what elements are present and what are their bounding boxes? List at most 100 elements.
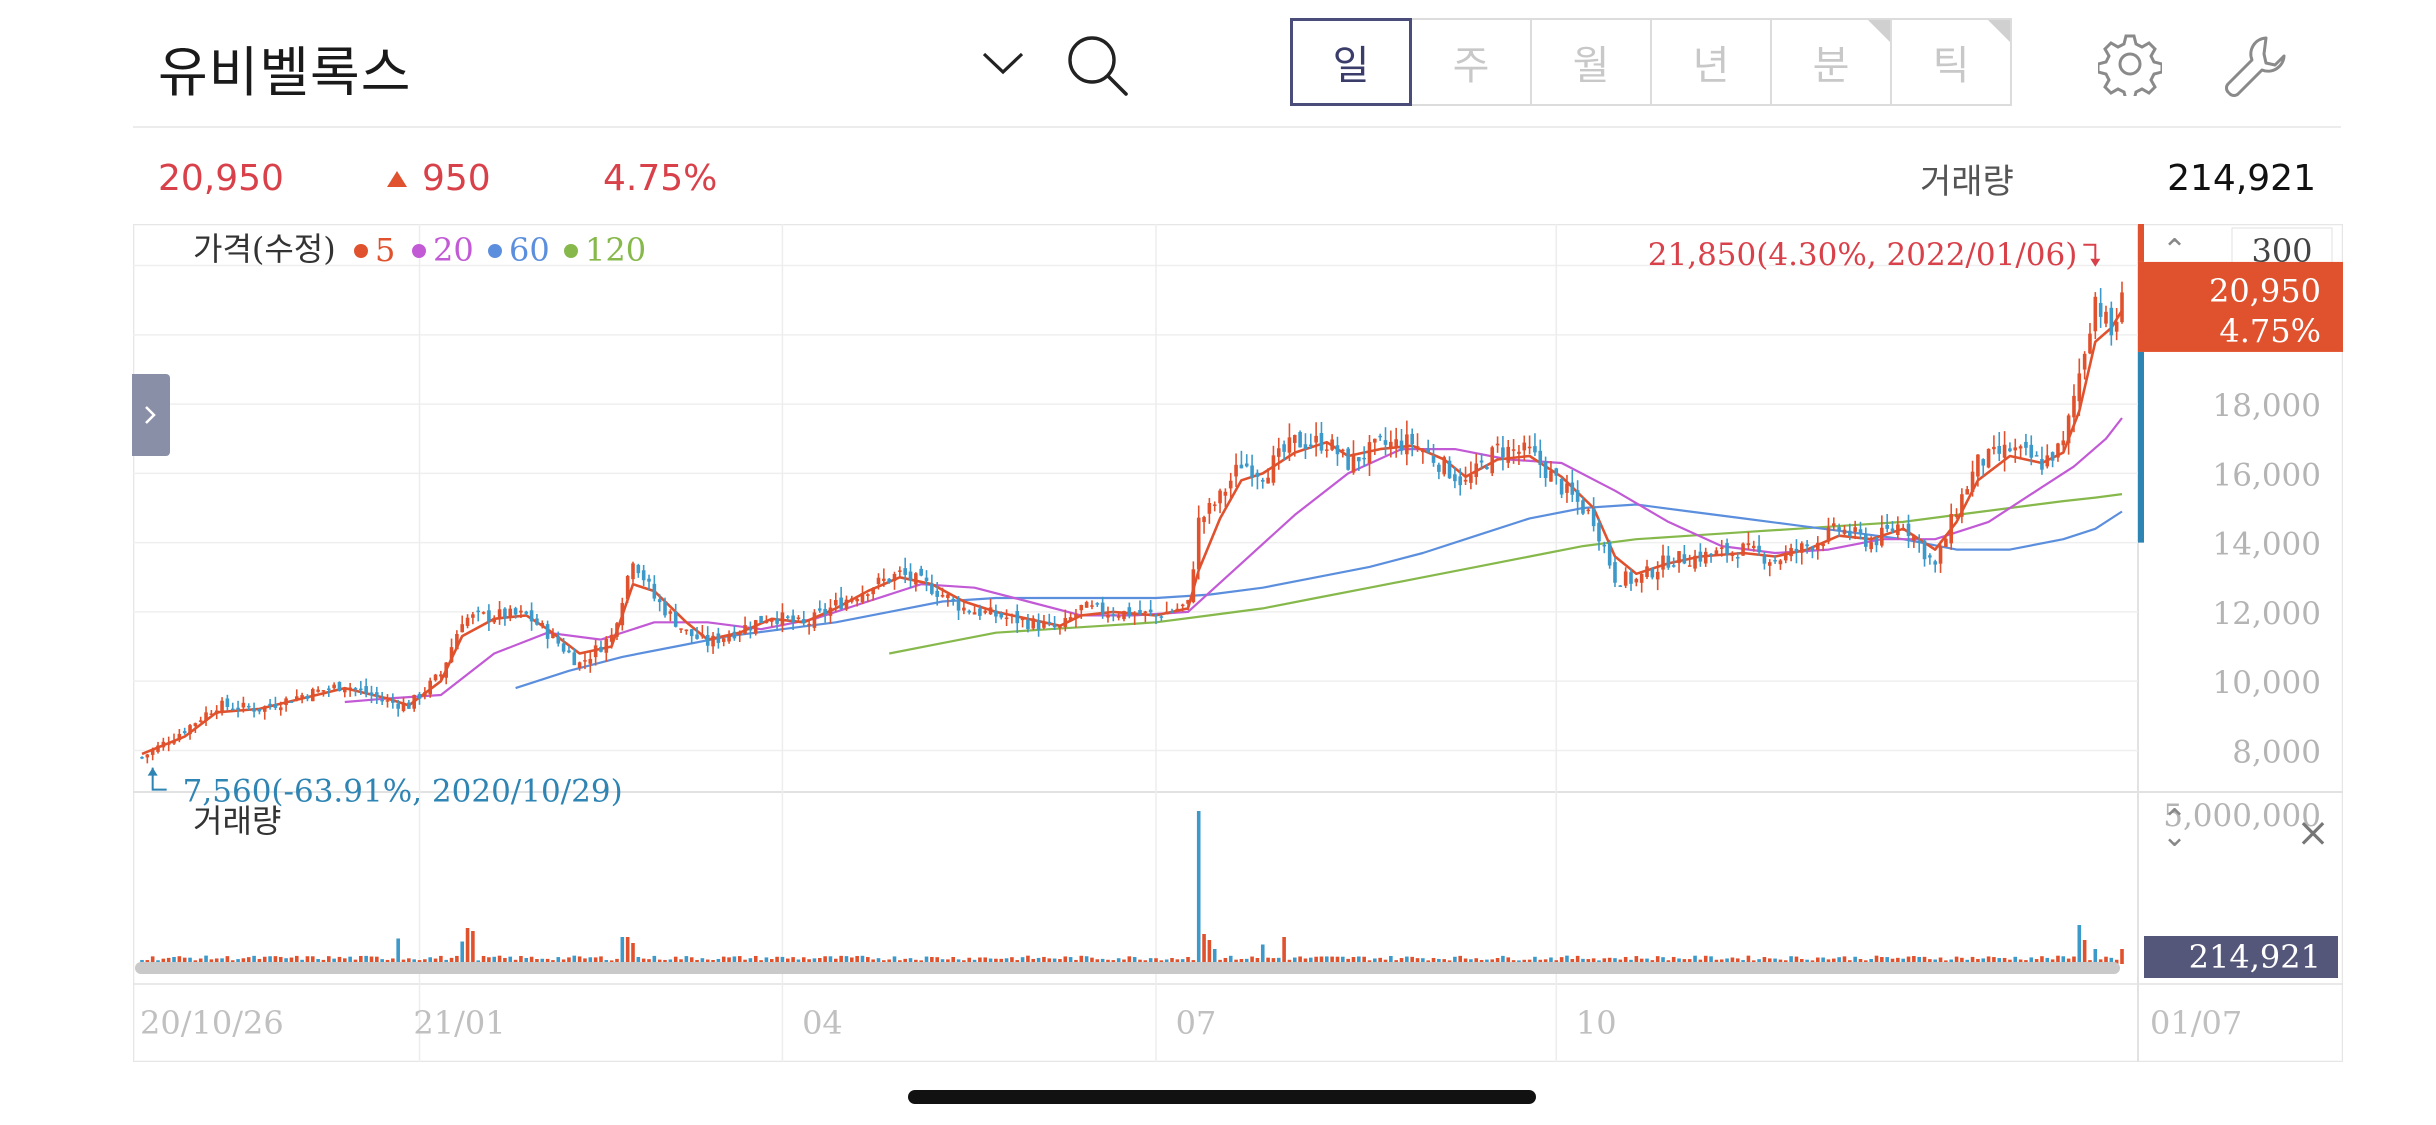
volume-bar	[519, 956, 523, 964]
candle-body	[892, 573, 897, 582]
candle-body	[1976, 454, 1980, 477]
candle-body	[1100, 602, 1105, 614]
candle-body	[1719, 547, 1724, 549]
tab-year[interactable]: 년	[1650, 18, 1772, 106]
candle-body	[2072, 395, 2076, 418]
volume-bar	[1832, 958, 1836, 964]
gear-icon[interactable]	[2098, 32, 2162, 96]
candle-body	[1212, 504, 1217, 506]
chevron-down-icon[interactable]	[980, 46, 1026, 80]
legend-dot	[412, 244, 426, 258]
high-annotation: 21,850(4.30%, 2022/01/06)	[1648, 237, 2078, 273]
volume-bar	[1890, 958, 1895, 964]
volume-bar	[1341, 956, 1345, 964]
price-tag-value: 20,950	[2209, 272, 2321, 310]
candle-body	[2088, 333, 2092, 354]
candle-body	[983, 610, 988, 613]
volume-bar	[343, 958, 347, 964]
volume-bar	[535, 958, 539, 964]
volume-bar	[1442, 959, 1447, 964]
candle-body	[449, 647, 454, 663]
volume-bar	[1677, 958, 1681, 964]
volume-bar	[801, 957, 806, 964]
volume-bar	[748, 958, 753, 964]
volume-bar	[241, 958, 246, 964]
volume-bar	[1351, 957, 1356, 964]
volume-bar	[1116, 958, 1121, 964]
volume-bar	[668, 959, 673, 964]
candle-body	[764, 621, 769, 624]
wrench-icon[interactable]	[2222, 32, 2290, 100]
candle-body	[1122, 611, 1126, 620]
candle-body	[1559, 478, 1564, 495]
candle-body	[487, 610, 491, 622]
volume-bar	[1746, 955, 1751, 964]
volume-bar	[1922, 956, 1927, 964]
candle-body	[1276, 448, 1281, 457]
volume-bar	[1255, 958, 1260, 964]
candle-body	[1639, 573, 1644, 583]
tab-week[interactable]: 주	[1410, 18, 1532, 106]
candle-body	[2008, 448, 2012, 452]
volume-bar	[887, 959, 891, 964]
volume-bar	[1154, 958, 1158, 964]
candle-body	[1453, 474, 1457, 482]
volume-bar	[278, 956, 283, 964]
volume-bar	[967, 957, 972, 964]
close-icon: ×	[2296, 810, 2330, 856]
side-panel-toggle[interactable]	[132, 374, 170, 456]
candle-body	[556, 636, 561, 644]
candle-body	[1655, 571, 1660, 580]
candle-body	[1880, 527, 1884, 546]
volume-bar	[455, 955, 459, 964]
volume-bar	[1874, 955, 1879, 964]
search-icon[interactable]	[1062, 30, 1132, 100]
volume-bar	[1282, 937, 1286, 964]
candle-body	[769, 618, 774, 622]
volume-bar	[1853, 956, 1857, 964]
candle-body	[748, 628, 753, 631]
candle-body	[1159, 616, 1164, 618]
candle-body	[673, 611, 678, 627]
stock-name[interactable]: 유비벨록스	[158, 41, 412, 104]
volume-bar	[1218, 959, 1222, 964]
candle-body	[1591, 508, 1596, 527]
candle-body	[1629, 572, 1633, 584]
candle-body	[1303, 444, 1308, 449]
volume-bar	[471, 931, 475, 964]
candle-body	[1485, 466, 1489, 470]
volume-bar	[1928, 959, 1932, 964]
tab-month[interactable]: 월	[1530, 18, 1652, 106]
chevron-right-icon	[145, 406, 156, 424]
volume-bar	[1949, 959, 1954, 964]
candle-body	[1127, 607, 1132, 617]
candle-body	[1821, 543, 1825, 547]
tab-minute[interactable]: 분	[1770, 18, 1892, 106]
candle-body	[759, 616, 763, 623]
candle-body	[1992, 446, 1996, 450]
volume-bar	[1693, 955, 1697, 964]
candle-body	[2050, 452, 2055, 461]
volume-bar	[385, 959, 390, 964]
tab-tick[interactable]: 틱	[1890, 18, 2012, 106]
candle-body	[882, 578, 886, 581]
volume-bar	[855, 955, 859, 964]
tab-day[interactable]: 일	[1290, 18, 1412, 106]
volume-bar	[1538, 959, 1543, 964]
candle-body	[561, 643, 566, 652]
volume-bar	[449, 957, 454, 964]
candle-body	[375, 692, 379, 698]
volume-bar	[2109, 957, 2114, 964]
volume-bar	[876, 958, 881, 964]
ma120-line	[888, 493, 2123, 655]
stock-chart[interactable]: 18,000 16,000 14,000 12,000 10,000 8,000 20/10…	[133, 224, 2343, 1062]
candle-body	[455, 633, 459, 650]
volume-bar	[348, 956, 352, 964]
volume-bar	[332, 958, 336, 964]
volume-bar	[764, 957, 769, 964]
candle-body	[1164, 611, 1169, 615]
volume-bar	[428, 957, 432, 964]
candle-body	[1383, 440, 1388, 445]
volume-bar	[1655, 956, 1660, 964]
candle-body	[1682, 554, 1687, 564]
